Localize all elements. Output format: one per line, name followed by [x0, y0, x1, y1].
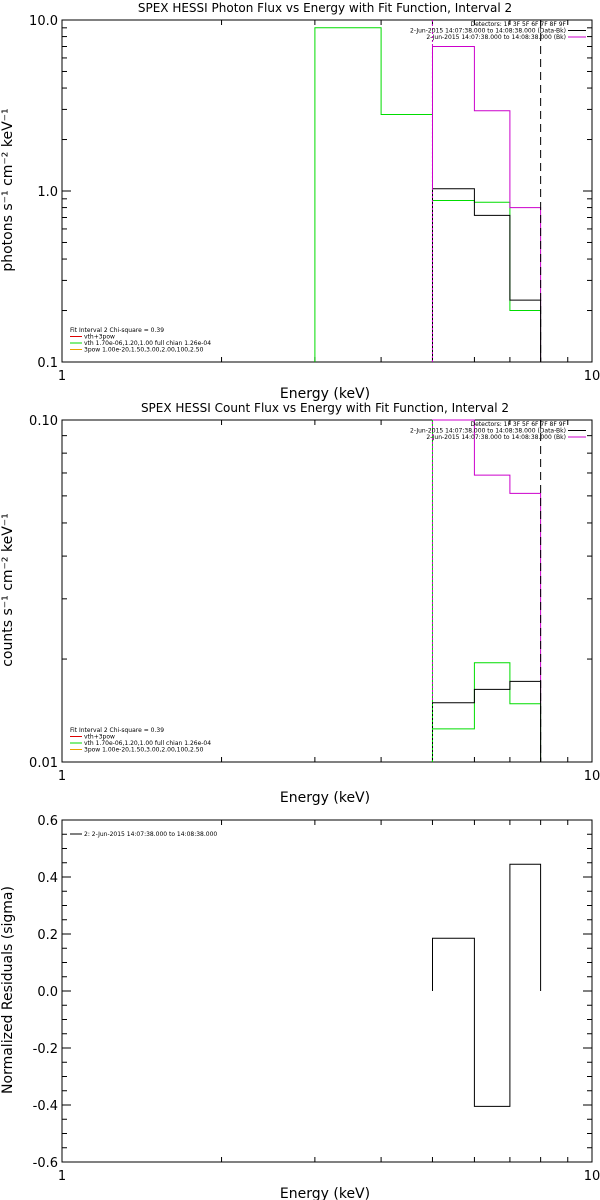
legend-right-entry: 2-Jun-2015 14:07:38.000 to 14:08:38.000 …	[410, 428, 566, 435]
residuals-panel: Energy (keV) Normalized Residuals (sigma…	[0, 814, 600, 1200]
count-panel-xlabel: Energy (keV)	[280, 790, 370, 806]
plot-frame	[61, 419, 593, 763]
y-tick-label: -0.2	[33, 1042, 58, 1057]
series-0-step-line	[432, 863, 542, 1107]
photon-panel-title: SPEX HESSI Photon Flux vs Energy with Fi…	[138, 1, 512, 15]
series-2-step-line	[432, 680, 542, 762]
residuals-panel-ylabel: Normalized Residuals (sigma)	[0, 886, 16, 1094]
x-tick-label: 1	[58, 769, 66, 784]
legend-left-entry: 3pow 1.00e-20,1.50,3.00,2.00,100,2.50	[84, 747, 204, 754]
legend-right-entry: Detectors: 1F 3F 5F 6F 7F 8F 9F	[470, 421, 566, 428]
y-tick-label: 0.10	[29, 414, 58, 429]
legend-right-entry: Detectors: 1F 3F 5F 6F 7F 8F 9F	[470, 21, 566, 28]
x-tick-label: 10	[584, 769, 600, 784]
series-0-step-line	[432, 419, 542, 762]
series-1-step-line	[432, 46, 542, 362]
photon-flux-panel: SPEX HESSI Photon Flux vs Energy with Fi…	[0, 1, 600, 402]
series-2-step-line	[432, 188, 542, 362]
legend-left-entry: vth 1.70e-06,1.20,1.00 full chian 1.26e-…	[84, 740, 211, 747]
count-panel-title: SPEX HESSI Count Flux vs Energy with Fit…	[141, 401, 509, 415]
y-tick-label: 10.0	[29, 14, 58, 29]
y-tick-label: 1.0	[37, 185, 58, 200]
x-tick-label: 10	[584, 369, 600, 384]
count-panel-ylabel: counts s⁻¹ cm⁻² keV⁻¹	[0, 513, 16, 667]
y-tick-label: 0.1	[37, 356, 58, 371]
x-tick-label: 10	[584, 1169, 600, 1184]
legend-right-entry: 2-Jun-2015 14:07:38.000 to 14:08:38.000 …	[426, 34, 566, 41]
y-tick-label: 0.4	[37, 871, 58, 886]
y-tick-label: 0.6	[37, 814, 58, 829]
series-0-step-line	[314, 27, 542, 362]
residuals-panel-xlabel: Energy (keV)	[280, 1186, 370, 1200]
photon-panel-xlabel: Energy (keV)	[280, 386, 370, 402]
y-tick-label: 0.2	[37, 928, 58, 943]
legend-right-entry: 2-Jun-2015 14:07:38.000 to 14:08:38.000 …	[410, 28, 566, 35]
legend-left-entry: vth+3pow	[84, 734, 115, 741]
series-1-step-line	[432, 662, 542, 762]
photon-panel-ylabel: photons s⁻¹ cm⁻² keV⁻¹	[0, 108, 16, 271]
legend-left-entry: 2: 2-Jun-2015 14:07:38.000 to 14:08:38.0…	[84, 831, 217, 838]
legend-left-entry: Fit Interval 2 Chi-square = 0.39	[70, 727, 164, 734]
legend-left-entry: vth+3pow	[84, 334, 115, 341]
y-tick-label: 0.01	[29, 756, 58, 771]
photon-panel-plot: 1 10 0.1 1.0 10.0 Detectors: 1F 3F 5F 6F 7F 8…	[29, 14, 600, 384]
legend-left-entry: vth 1.70e-06,1.20,1.00 full chian 1.26e-…	[84, 340, 211, 347]
count-flux-panel: SPEX HESSI Count Flux vs Energy with Fit…	[0, 401, 600, 806]
y-tick-label: -0.4	[33, 1099, 58, 1114]
legend-right-entry: 2-Jun-2015 14:07:38.000 to 14:08:38.000 …	[426, 434, 566, 441]
y-tick-label: -0.6	[33, 1156, 58, 1171]
x-tick-label: 1	[58, 1169, 66, 1184]
y-tick-label: 0.0	[37, 985, 58, 1000]
legend-left-entry: Fit Interval 2 Chi-square = 0.39	[70, 327, 164, 334]
x-tick-label: 1	[58, 369, 66, 384]
residuals-panel-plot: 1 10 -0.6 -0.4 -0.2 0.0 0.2 0.4 0.6 2: 2-Jun-2015…	[33, 814, 600, 1184]
count-panel-plot: 1 10 0.01 0.10 Detectors: 1F 3F 5F 6F 7F 8F …	[29, 414, 600, 784]
legend-left-entry: 3pow 1.00e-20,1.50,3.00,2.00,100,2.50	[84, 347, 204, 354]
